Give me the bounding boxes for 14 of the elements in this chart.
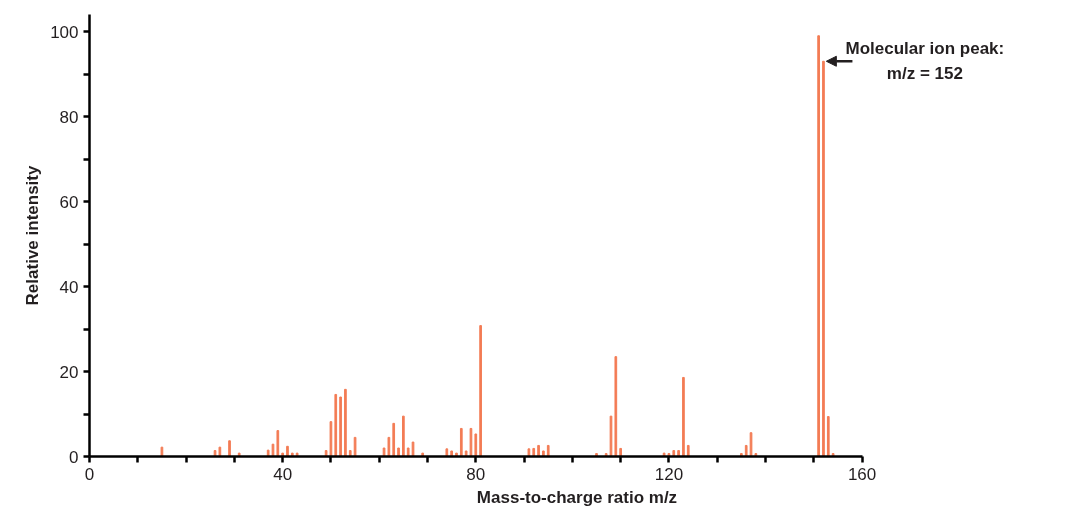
x-tick-label: 40 bbox=[273, 464, 293, 484]
y-tick-label: 80 bbox=[59, 107, 79, 127]
y-axis-title: Relative intensity bbox=[23, 165, 43, 306]
annotation: Molecular ion peak: m/z = 152 bbox=[845, 39, 1005, 84]
x-tick-label: 0 bbox=[84, 464, 95, 484]
x-axis-title: Mass-to-charge ratio m/z bbox=[476, 487, 678, 507]
y-tick-label: 40 bbox=[59, 277, 79, 297]
x-tick-label: 160 bbox=[847, 464, 877, 484]
x-tick-label: 120 bbox=[654, 464, 684, 484]
y-tick-label: 60 bbox=[59, 192, 79, 212]
y-tick-label: 100 bbox=[50, 22, 79, 42]
x-tick-label: 80 bbox=[466, 464, 486, 484]
y-tick-label: 20 bbox=[59, 362, 79, 382]
y-tick-label: 0 bbox=[69, 447, 79, 467]
